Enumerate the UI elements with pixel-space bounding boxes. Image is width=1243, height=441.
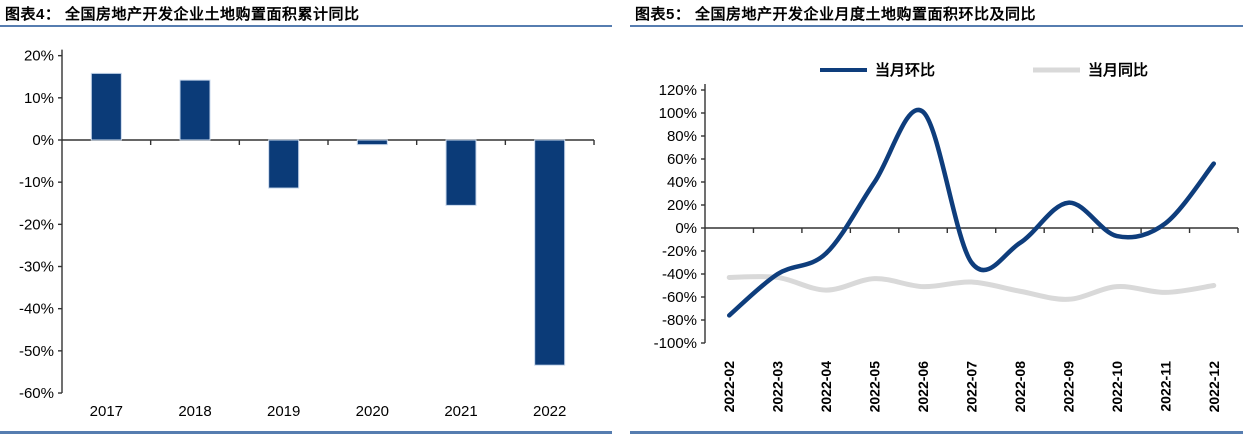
figure4-bar-chart: 20% 10% 0% -10% -20% -30% -40% -50% -60% 2017 2018… bbox=[19, 48, 595, 420]
x-category-label: 2022-05 bbox=[867, 361, 883, 413]
y-tick-label: -40% bbox=[662, 266, 697, 283]
figure4-title-underline bbox=[0, 25, 612, 27]
y-tick-label: -20% bbox=[19, 216, 54, 233]
y-tick-label: 20% bbox=[24, 48, 54, 65]
figure5-panel: 图表5： 全国房地产开发企业月度土地购置面积环比及同比 120% 100% 80% 6… bbox=[630, 0, 1243, 441]
figure5-bottom-rule bbox=[630, 431, 1243, 434]
y-tick-label: 100% bbox=[659, 105, 697, 122]
bar-2020 bbox=[356, 139, 388, 146]
bar-2021 bbox=[445, 139, 477, 206]
bar-2018 bbox=[179, 79, 211, 141]
x-category-label: 2022-11 bbox=[1157, 361, 1173, 412]
y-tick-label: -20% bbox=[662, 243, 697, 260]
series-line-当月同比 bbox=[726, 274, 1217, 302]
bar-2022 bbox=[534, 139, 566, 366]
legend-label-当月同比: 当月同比 bbox=[1088, 61, 1148, 79]
x-category-label: 2022-08 bbox=[1012, 361, 1028, 413]
figure4-bottom-rule bbox=[0, 431, 612, 434]
bar-2017 bbox=[90, 72, 122, 141]
series-line-当月环比 bbox=[726, 107, 1217, 318]
x-category-label: 2022 bbox=[533, 403, 566, 420]
figure5-title: 图表5： 全国房地产开发企业月度土地购置面积环比及同比 bbox=[635, 6, 1037, 23]
y-tick-label: 40% bbox=[667, 174, 697, 191]
figure4-title: 图表4： 全国房地产开发企业土地购置面积累计同比 bbox=[5, 6, 360, 23]
y-tick-label: -50% bbox=[19, 343, 54, 360]
figure4-panel: 图表4： 全国房地产开发企业土地购置面积累计同比 20% 10% 0% -10% -20… bbox=[0, 0, 612, 441]
y-tick-label: -10% bbox=[19, 174, 54, 191]
y-tick-label: 60% bbox=[667, 151, 697, 168]
y-tick-label: -60% bbox=[19, 385, 54, 402]
x-category-label: 2022-06 bbox=[915, 361, 931, 413]
x-category-label: 2017 bbox=[90, 403, 123, 420]
x-category-label: 2019 bbox=[267, 403, 300, 420]
x-category-label: 2020 bbox=[356, 403, 389, 420]
figure5-title-underline bbox=[630, 25, 1243, 27]
y-tick-label: 120% bbox=[659, 82, 697, 99]
y-tick-label: -30% bbox=[19, 259, 54, 276]
y-tick-label: 80% bbox=[667, 128, 697, 145]
x-category-label: 2022-12 bbox=[1206, 361, 1222, 413]
y-tick-label: 0% bbox=[675, 220, 697, 237]
y-tick-label: 0% bbox=[32, 132, 54, 149]
y-tick-label: 10% bbox=[24, 90, 54, 107]
x-category-label: 2022-10 bbox=[1109, 361, 1125, 413]
y-tick-label: -60% bbox=[662, 289, 697, 306]
y-tick-label: -80% bbox=[662, 312, 697, 329]
y-tick-label: 20% bbox=[667, 197, 697, 214]
y-tick-label: -40% bbox=[19, 301, 54, 318]
y-tick-label: -100% bbox=[654, 335, 697, 352]
x-category-label: 2022-07 bbox=[964, 361, 980, 413]
x-category-label: 2018 bbox=[178, 403, 211, 420]
bar-2019 bbox=[268, 139, 300, 189]
legend-label-当月环比: 当月环比 bbox=[875, 61, 935, 79]
x-category-label: 2022-09 bbox=[1060, 361, 1076, 413]
x-category-label: 2022-04 bbox=[818, 361, 834, 413]
figure5-line-chart: 120% 100% 80% 60% 40% 20% 0% -20% -40% -60% -80% -1… bbox=[654, 61, 1239, 413]
x-category-label: 2022-03 bbox=[770, 361, 786, 413]
x-category-label: 2022-02 bbox=[721, 361, 737, 413]
x-category-label: 2021 bbox=[444, 403, 477, 420]
